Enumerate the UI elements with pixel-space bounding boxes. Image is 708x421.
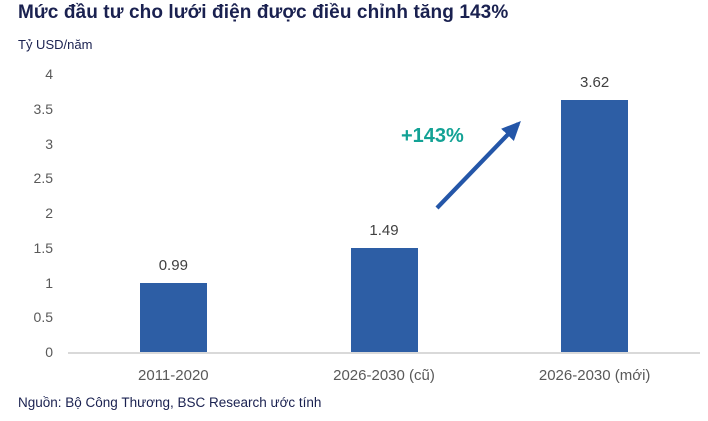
source-note: Nguồn: Bộ Công Thương, BSC Research ước … (18, 395, 322, 410)
chart-title: Mức đầu tư cho lưới điện được điều chỉnh… (18, 2, 509, 23)
y-axis-tick-label: 1 (45, 274, 53, 291)
y-axis-tick-label: 2.5 (33, 170, 53, 187)
bar-2011-2020 (139, 283, 207, 352)
y-axis-tick-label: 3 (45, 135, 53, 152)
x-axis-line (68, 352, 700, 354)
y-axis-tick-label: 1.5 (33, 239, 53, 256)
x-axis-category-label: 2026-2030 (cũ) (333, 367, 435, 384)
y-axis-tick-label: 0.5 (33, 309, 53, 326)
bar-value-label: 1.49 (369, 222, 399, 240)
bar-2026-2030 (mới) (561, 100, 629, 352)
x-axis-category-label: 2011-2020 (138, 367, 209, 384)
y-axis-tick-label: 4 (45, 66, 53, 82)
bar-value-label: 0.99 (158, 257, 188, 275)
bar-value-label: 3.62 (580, 74, 610, 92)
y-axis-tick-label: 3.5 (33, 100, 53, 117)
bar-2026-2030 (cũ) (350, 248, 418, 352)
y-axis-unit-label: Tỷ USD/năm (18, 37, 93, 52)
y-axis-tick-label: 0 (45, 344, 53, 360)
x-axis-category-label: 2026-2030 (mới) (538, 367, 651, 384)
growth-annotation: +143% (401, 125, 464, 147)
y-axis-tick-label: 2 (45, 205, 53, 221)
